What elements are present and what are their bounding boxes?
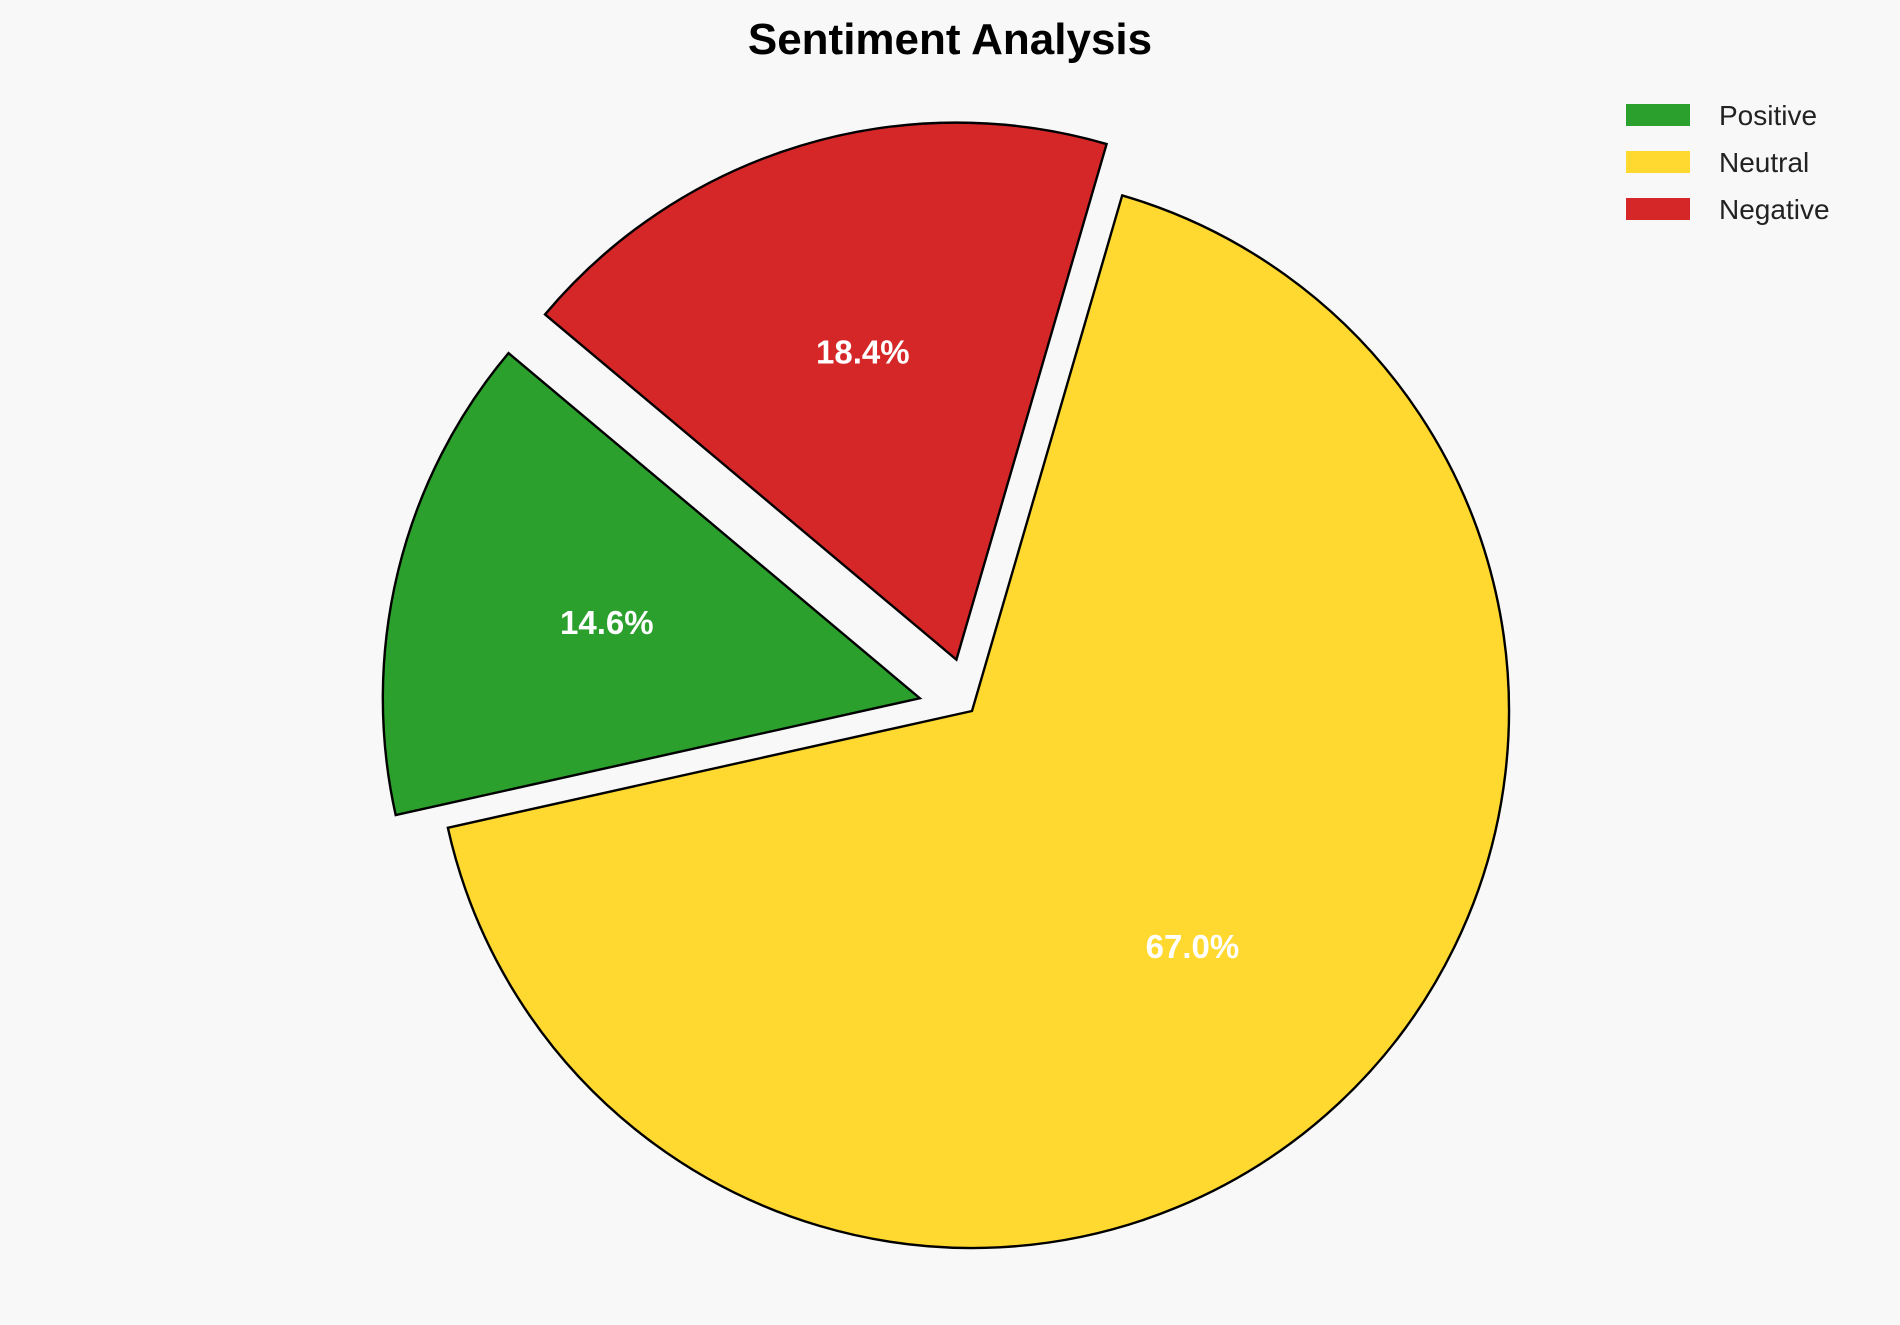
pie-slice-negative [543, 121, 1109, 662]
legend-swatch-neutral [1626, 151, 1690, 173]
legend-label-neutral: Neutral [1719, 147, 1809, 178]
pie-slice-positive [381, 351, 923, 817]
legend-label-positive: Positive [1719, 100, 1817, 131]
chart-title: Sentiment Analysis [748, 15, 1152, 64]
pie-slice-neutral [446, 193, 1511, 1250]
pie-slices: 14.6% 67.0% 18.4% [381, 121, 1511, 1250]
slice-label-neutral: 67.0% [1146, 928, 1240, 965]
slice-label-positive: 14.6% [560, 604, 654, 641]
legend: Positive Neutral Negative [1626, 100, 1830, 225]
slice-label-negative: 18.4% [816, 333, 910, 370]
legend-swatch-negative [1626, 198, 1690, 220]
legend-swatch-positive [1626, 104, 1690, 126]
legend-label-negative: Negative [1719, 194, 1830, 225]
